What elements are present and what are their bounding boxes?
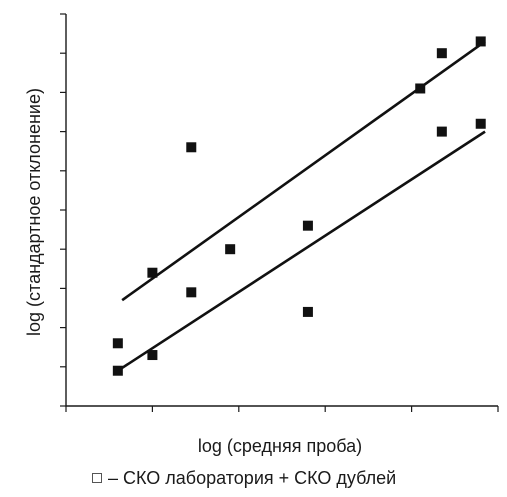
data-point <box>225 244 236 255</box>
data-point <box>475 118 486 129</box>
data-point <box>302 306 313 317</box>
data-points <box>112 36 486 376</box>
y-axis-label: log (стандартное отклонение) <box>24 88 44 336</box>
x-axis-label: log (средняя проба) <box>198 436 362 456</box>
data-point <box>147 350 158 361</box>
open-square-icon <box>92 473 102 483</box>
legend-text: – СКО лаборатория + СКО дублей <box>108 468 397 488</box>
axis-lines <box>65 14 498 407</box>
data-point <box>112 338 123 349</box>
data-point <box>436 48 447 59</box>
chart-axes <box>60 13 499 412</box>
data-point <box>186 142 197 153</box>
trend-line-2 <box>117 130 486 372</box>
legend: – СКО лаборатория + СКО дублей <box>92 468 396 489</box>
scatter-chart: log (средняя проба) log (стандартное отк… <box>24 13 499 456</box>
data-point <box>436 126 447 137</box>
data-point <box>147 267 158 278</box>
trend-lines <box>117 40 486 372</box>
data-point <box>302 220 313 231</box>
data-point <box>475 36 486 47</box>
y-ticks <box>60 13 66 407</box>
data-point <box>415 83 426 94</box>
data-point <box>186 287 197 298</box>
trend-line-1 <box>121 40 486 302</box>
data-point <box>112 365 123 376</box>
x-ticks <box>65 406 499 412</box>
